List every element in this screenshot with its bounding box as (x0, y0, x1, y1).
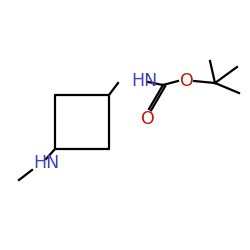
Text: HN: HN (33, 154, 59, 172)
Text: O: O (141, 110, 155, 128)
Text: O: O (180, 72, 194, 90)
Text: HN: HN (131, 72, 157, 90)
